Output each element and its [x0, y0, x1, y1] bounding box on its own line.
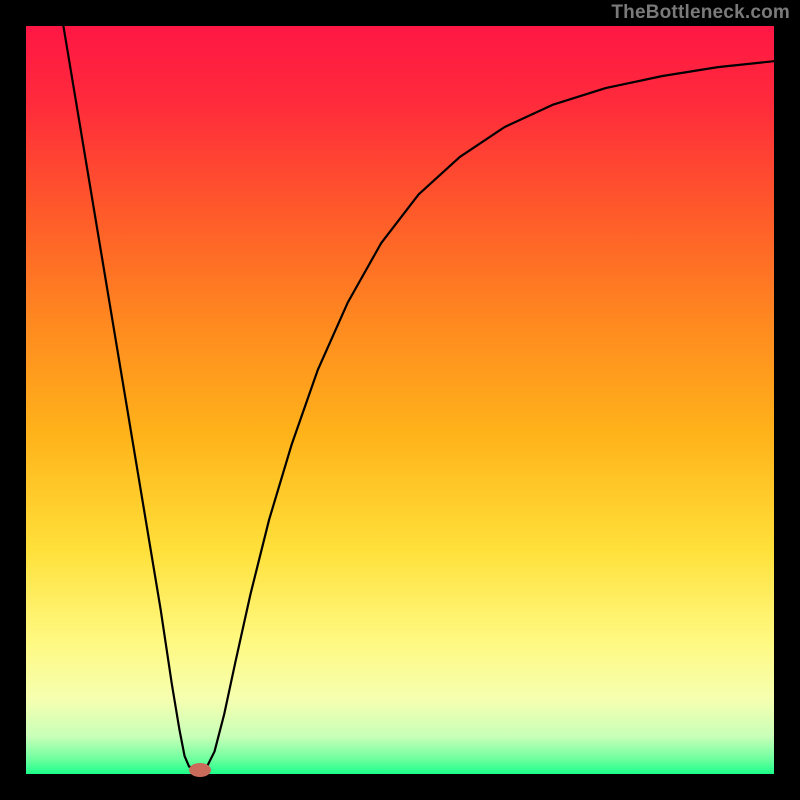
watermark-text: TheBottleneck.com	[611, 2, 790, 24]
plot-area	[26, 26, 774, 774]
minimum-marker	[189, 763, 211, 777]
chart-frame: TheBottleneck.com	[0, 0, 800, 800]
bottleneck-curve	[26, 26, 774, 774]
